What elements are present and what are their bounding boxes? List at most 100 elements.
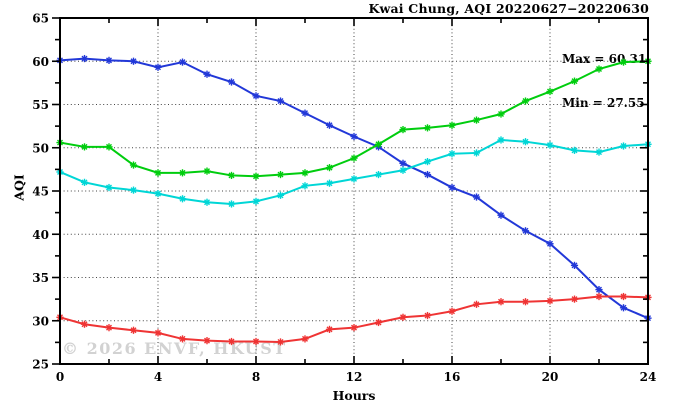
min-value-label: Min = 27.55 <box>562 95 645 110</box>
green-line-marker <box>80 143 89 151</box>
red-line-marker <box>105 324 113 332</box>
blue-line-marker <box>595 286 603 294</box>
blue-line-marker <box>497 211 505 219</box>
green-line-marker <box>423 124 432 132</box>
y-tick-labels: 25 30 35 40 45 50 55 60 65 <box>32 12 49 372</box>
red-line-marker <box>276 338 285 346</box>
svg-text:24: 24 <box>640 370 657 384</box>
cyan-line-marker <box>252 197 260 205</box>
red-line-marker <box>301 335 309 343</box>
svg-text:60: 60 <box>32 55 49 69</box>
x-tick-labels: 0 4 8 12 16 20 24 <box>56 370 657 384</box>
svg-text:30: 30 <box>32 314 49 328</box>
green-line-marker <box>129 161 138 169</box>
blue-line-marker <box>472 193 481 201</box>
cyan-line-marker <box>448 150 456 158</box>
cyan-line-marker <box>423 157 432 166</box>
green-line-marker <box>595 65 603 73</box>
green-line-marker <box>325 164 334 172</box>
red-line-marker <box>227 337 236 346</box>
green-line-marker <box>619 58 628 66</box>
cyan-line-marker <box>595 148 603 156</box>
blue-line-marker <box>448 183 456 192</box>
red-line-marker <box>472 300 481 308</box>
blue-line-marker <box>546 240 554 248</box>
svg-text:12: 12 <box>346 370 363 384</box>
green-line-marker <box>276 170 285 179</box>
cyan-line-marker <box>399 166 407 174</box>
svg-text:55: 55 <box>32 98 49 112</box>
svg-text:8: 8 <box>252 370 260 384</box>
red-line-marker <box>521 298 530 306</box>
red-line-marker <box>178 335 187 343</box>
red-line-marker <box>448 307 456 315</box>
cyan-line-marker <box>546 141 554 149</box>
green-line-marker <box>521 97 530 105</box>
cyan-line-marker <box>570 146 579 154</box>
svg-text:65: 65 <box>32 12 49 26</box>
cyan-line-marker <box>301 182 309 190</box>
svg-text:20: 20 <box>542 370 559 384</box>
svg-text:25: 25 <box>32 358 49 372</box>
green-line-marker <box>203 167 211 175</box>
green-line-marker <box>374 140 383 148</box>
plot-frame <box>59 17 649 365</box>
blue-line-marker <box>276 97 285 105</box>
x-axis-label: Hours <box>332 388 376 403</box>
blue-line-marker <box>301 109 309 117</box>
cyan-line-marker <box>497 136 505 144</box>
green-line-marker <box>154 169 162 177</box>
cyan-line-marker <box>154 189 162 198</box>
green-line-marker <box>227 171 236 180</box>
cyan-line-marker <box>129 186 138 194</box>
chart-title: Kwai Chung, AQI 20220627−20220630 <box>368 1 649 16</box>
svg-text:50: 50 <box>32 141 49 155</box>
svg-text:40: 40 <box>32 228 49 242</box>
red-line-marker <box>325 325 334 333</box>
blue-line-marker <box>129 57 138 65</box>
gridlines <box>60 18 648 364</box>
red-line-marker <box>497 298 505 306</box>
red-line-marker <box>619 292 628 301</box>
red-line-marker <box>374 318 383 327</box>
svg-text:35: 35 <box>32 271 49 285</box>
cyan-line-marker <box>203 198 211 206</box>
green-line-marker <box>399 125 407 134</box>
red-line <box>56 292 652 346</box>
green-line-marker <box>546 87 554 96</box>
cyan-line-marker <box>178 195 187 203</box>
blue-line-marker <box>570 261 579 269</box>
red-line-marker <box>129 326 138 334</box>
green-line-marker <box>472 116 481 124</box>
blue-line-marker <box>399 159 407 167</box>
svg-text:16: 16 <box>444 370 461 384</box>
cyan-line-marker <box>325 179 334 187</box>
cyan-line-marker <box>350 175 358 183</box>
blue-line-marker <box>521 227 530 235</box>
blue-line-marker <box>203 70 211 78</box>
cyan-line-marker <box>374 170 383 179</box>
blue-line-marker <box>105 56 113 64</box>
blue-line-marker <box>619 304 628 312</box>
svg-text:0: 0 <box>56 370 64 384</box>
blue-line-marker <box>350 132 358 141</box>
red-line-marker <box>252 337 260 346</box>
blue-line-marker <box>178 58 187 66</box>
blue-line-marker <box>227 78 236 86</box>
red-line-marker <box>350 324 358 332</box>
green-line-marker <box>350 154 358 162</box>
green-line-marker <box>301 169 309 177</box>
red-line-marker <box>423 311 432 320</box>
red-line-marker <box>203 337 211 345</box>
cyan-line-marker <box>80 178 89 186</box>
blue-line-marker <box>154 63 162 71</box>
cyan-line-marker <box>619 142 628 150</box>
green-line-marker <box>105 143 113 151</box>
cyan-line-marker <box>227 200 236 208</box>
green-line-marker <box>178 169 187 177</box>
blue-line-marker <box>252 92 260 100</box>
blue-line-marker <box>80 54 89 63</box>
red-line-marker <box>154 329 162 337</box>
